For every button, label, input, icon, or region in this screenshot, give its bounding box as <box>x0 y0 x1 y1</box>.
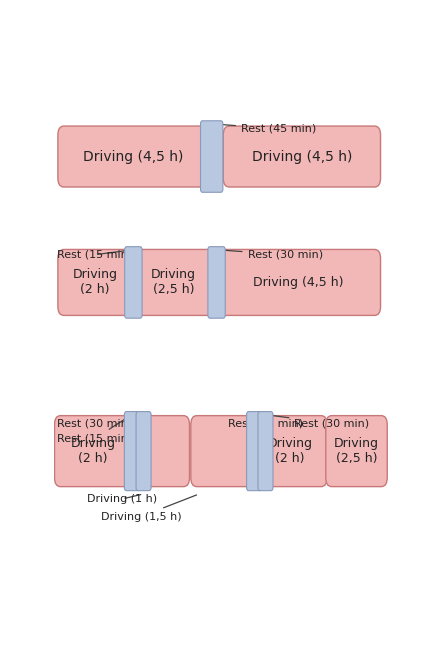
Text: Driving (1,5 h): Driving (1,5 h) <box>101 495 196 522</box>
FancyBboxPatch shape <box>132 416 189 487</box>
FancyBboxPatch shape <box>216 249 380 315</box>
FancyBboxPatch shape <box>207 247 225 318</box>
FancyBboxPatch shape <box>325 416 386 487</box>
FancyBboxPatch shape <box>124 411 139 490</box>
FancyBboxPatch shape <box>58 126 208 187</box>
Text: Rest (30 min): Rest (30 min) <box>57 415 141 428</box>
Text: Driving (4,5 h): Driving (4,5 h) <box>253 276 343 289</box>
Text: Driving (4,5 h): Driving (4,5 h) <box>251 150 351 164</box>
FancyBboxPatch shape <box>253 416 326 487</box>
Text: Driving
(2 h): Driving (2 h) <box>72 268 117 296</box>
Text: Rest (45 min): Rest (45 min) <box>214 124 316 134</box>
FancyBboxPatch shape <box>55 416 132 487</box>
Text: Driving
(2 h): Driving (2 h) <box>267 437 312 465</box>
FancyBboxPatch shape <box>200 121 222 192</box>
Text: Rest (30 min): Rest (30 min) <box>267 415 369 428</box>
FancyBboxPatch shape <box>124 247 142 318</box>
FancyBboxPatch shape <box>136 411 151 490</box>
Text: Driving
(2,5 h): Driving (2,5 h) <box>150 268 195 296</box>
Text: Rest (15 min): Rest (15 min) <box>57 416 132 443</box>
FancyBboxPatch shape <box>258 411 272 490</box>
Text: Rest (15 min): Rest (15 min) <box>57 250 132 260</box>
FancyBboxPatch shape <box>190 416 254 487</box>
Text: Driving (1 h): Driving (1 h) <box>87 494 157 504</box>
FancyBboxPatch shape <box>246 411 261 490</box>
Text: Rest (15 min): Rest (15 min) <box>227 415 302 428</box>
FancyBboxPatch shape <box>223 126 380 187</box>
Text: Driving
(2,5 h): Driving (2,5 h) <box>333 437 378 465</box>
Text: Driving
(2 h): Driving (2 h) <box>71 437 115 465</box>
FancyBboxPatch shape <box>133 249 213 315</box>
Text: Driving (4,5 h): Driving (4,5 h) <box>83 150 183 164</box>
FancyBboxPatch shape <box>58 249 132 315</box>
Text: Rest (30 min): Rest (30 min) <box>219 250 322 260</box>
